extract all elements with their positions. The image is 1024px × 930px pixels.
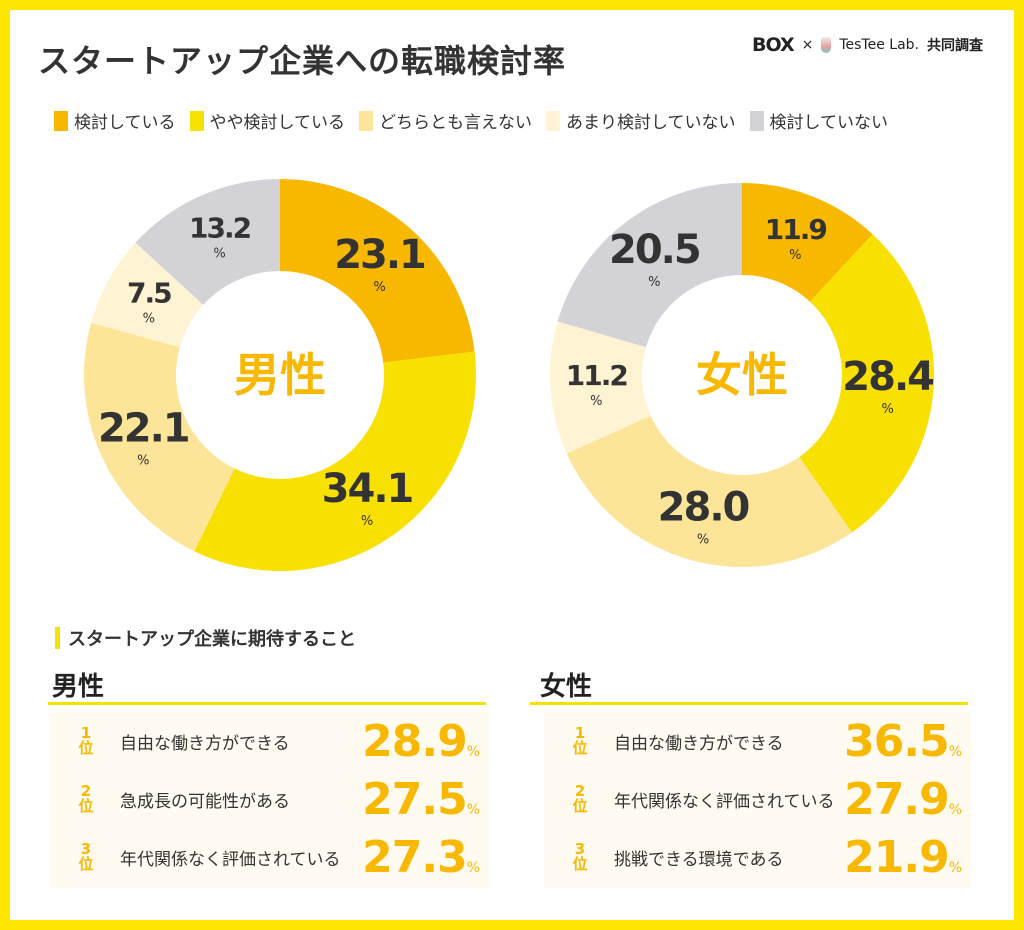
slice-value: 7.5 (127, 276, 171, 309)
donut-slice (550, 321, 651, 454)
rank-percent: % (948, 802, 962, 818)
box-logo: BOX (752, 34, 795, 56)
slice-value: 23.1 (334, 232, 425, 278)
slice-unit: % (373, 280, 385, 295)
rank-percent: % (466, 860, 480, 876)
slice-unit: % (213, 247, 225, 262)
legend-label: どちらとも言えない (379, 113, 532, 133)
slice-unit: % (143, 311, 155, 326)
testee-flask-icon (821, 37, 832, 53)
slice-value: 11.2 (566, 359, 628, 392)
female-heading: 女性 (540, 672, 593, 702)
donut-slice (742, 183, 873, 302)
male-heading: 男性 (52, 672, 105, 702)
rank-text: 自由な働き方ができる (120, 733, 290, 754)
slice-unit: % (590, 394, 602, 409)
slice-value: 28.4 (842, 354, 933, 400)
rank-percent: % (948, 744, 962, 760)
legend: 検討している やや検討している どちらとも言えない あまり検討していない 検討していない (54, 108, 888, 133)
rank-text: 急成長の可能性がある (120, 791, 290, 812)
center-label: 男性 (234, 348, 326, 402)
rank-value: 27.9 (844, 773, 950, 825)
rank-text: 年代関係なく評価されている (120, 849, 341, 870)
rank-text: 年代関係なく評価されている (614, 791, 835, 812)
page-title: スタートアップ企業への転職検討率 (38, 42, 567, 80)
slice-unit: % (881, 402, 893, 417)
donut-slice (566, 415, 852, 567)
legend-label: 検討している (74, 113, 176, 133)
male-underline (48, 702, 486, 705)
female-underline (530, 702, 968, 705)
rank-text: 自由な働き方ができる (614, 733, 784, 754)
rank-value: 27.5 (362, 773, 468, 825)
legend-item: やや検討している (189, 108, 346, 133)
legend-label: あまり検討していない (566, 113, 736, 133)
slice-value: 28.0 (658, 485, 749, 531)
legend-label: やや検討している (209, 113, 346, 133)
slice-unit: % (361, 514, 373, 529)
legend-item: あまり検討していない (546, 108, 736, 133)
rank-percent: % (948, 860, 962, 876)
slice-value: 22.1 (98, 406, 189, 452)
testee-logo: TesTee Lab. (839, 37, 919, 53)
legend-swatch (546, 110, 560, 131)
donut-slice (135, 179, 280, 305)
slice-unit: % (697, 533, 709, 548)
donut-slice (91, 242, 204, 348)
slice-unit: % (137, 454, 149, 469)
rank-value: 36.5 (844, 715, 950, 767)
donut-charts: 23.1% 34.1% 22.1% 7.5% 13.2% 男性 11.9% 28.4% 28.0… (84, 179, 935, 572)
slice-value: 34.1 (322, 466, 413, 512)
slice-value: 11.9 (765, 213, 827, 246)
legend-swatch (189, 110, 204, 131)
rank-value: 21.9 (844, 831, 950, 883)
legend-item: 検討している (54, 108, 176, 133)
donut-slice (799, 234, 934, 533)
rank-value: 27.3 (362, 831, 468, 883)
joint-survey: 共同調査 (927, 38, 983, 54)
legend-label: 検討していない (769, 113, 889, 133)
donut-slice (84, 322, 235, 552)
rank-percent: % (466, 744, 480, 760)
slice-value: 20.5 (609, 227, 700, 273)
rank-percent: % (466, 802, 480, 818)
center-label: 女性 (696, 348, 788, 402)
donut-slice (194, 351, 476, 572)
donut-slice (280, 179, 475, 363)
rank-text: 挑戦できる環境である (614, 849, 784, 870)
rank-value: 28.9 (362, 715, 468, 767)
section-bar (55, 627, 60, 649)
legend-swatch (749, 110, 764, 131)
times-sign: × (801, 37, 814, 53)
slice-unit: % (648, 275, 660, 290)
slice-unit: % (789, 248, 801, 263)
credit: BOX × TesTee Lab. 共同調査 (752, 34, 983, 56)
legend-swatch (54, 110, 68, 131)
slice-value: 13.2 (189, 212, 251, 245)
section-title-text: スタートアップ企業に期待すること (68, 629, 356, 650)
legend-swatch (359, 110, 373, 131)
donut-slice (557, 183, 742, 348)
legend-item: どちらとも言えない (359, 108, 532, 133)
section-title: スタートアップ企業に期待すること (55, 625, 356, 651)
legend-item: 検討していない (749, 108, 889, 133)
